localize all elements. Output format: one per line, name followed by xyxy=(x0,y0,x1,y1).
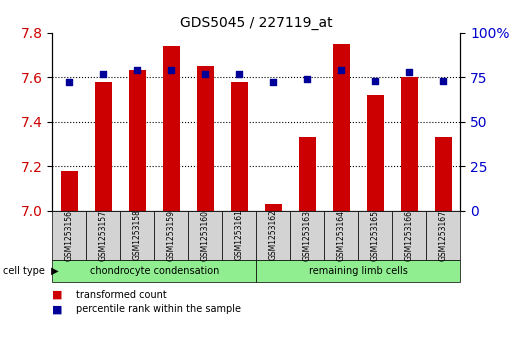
Bar xyxy=(197,66,214,211)
Text: GSM1253166: GSM1253166 xyxy=(405,209,414,261)
Point xyxy=(303,76,311,82)
Point xyxy=(405,69,413,75)
Point xyxy=(133,67,141,73)
Text: percentile rank within the sample: percentile rank within the sample xyxy=(76,304,241,314)
Point xyxy=(439,78,448,83)
Bar xyxy=(61,171,78,211)
Point xyxy=(269,79,277,85)
Text: GSM1253159: GSM1253159 xyxy=(167,209,176,261)
Text: remaining limb cells: remaining limb cells xyxy=(309,266,408,276)
Point xyxy=(167,67,175,73)
Point xyxy=(201,71,209,77)
Text: transformed count: transformed count xyxy=(76,290,167,300)
Bar xyxy=(299,137,316,211)
Text: GSM1253160: GSM1253160 xyxy=(201,209,210,261)
Bar xyxy=(367,95,384,211)
Text: ■: ■ xyxy=(52,290,63,300)
Text: GSM1253162: GSM1253162 xyxy=(269,209,278,261)
Point xyxy=(65,79,73,85)
Text: ■: ■ xyxy=(52,304,63,314)
Text: cell type  ▶: cell type ▶ xyxy=(3,266,58,276)
Text: GSM1253163: GSM1253163 xyxy=(303,209,312,261)
Text: GSM1253165: GSM1253165 xyxy=(371,209,380,261)
Bar xyxy=(265,204,282,211)
Point xyxy=(371,78,379,83)
Bar xyxy=(95,82,112,211)
Point xyxy=(337,67,345,73)
Text: GSM1253167: GSM1253167 xyxy=(439,209,448,261)
Text: GSM1253161: GSM1253161 xyxy=(235,209,244,261)
Bar xyxy=(333,44,350,211)
Point xyxy=(99,71,108,77)
Text: GSM1253157: GSM1253157 xyxy=(99,209,108,261)
Title: GDS5045 / 227119_at: GDS5045 / 227119_at xyxy=(180,16,333,30)
Bar xyxy=(435,137,452,211)
Point xyxy=(235,71,243,77)
Bar xyxy=(163,46,180,211)
Text: GSM1253164: GSM1253164 xyxy=(337,209,346,261)
Text: GSM1253156: GSM1253156 xyxy=(65,209,74,261)
Bar xyxy=(231,82,248,211)
Text: GSM1253158: GSM1253158 xyxy=(133,209,142,261)
Text: chondrocyte condensation: chondrocyte condensation xyxy=(89,266,219,276)
Bar xyxy=(129,70,146,211)
Bar xyxy=(401,77,418,211)
